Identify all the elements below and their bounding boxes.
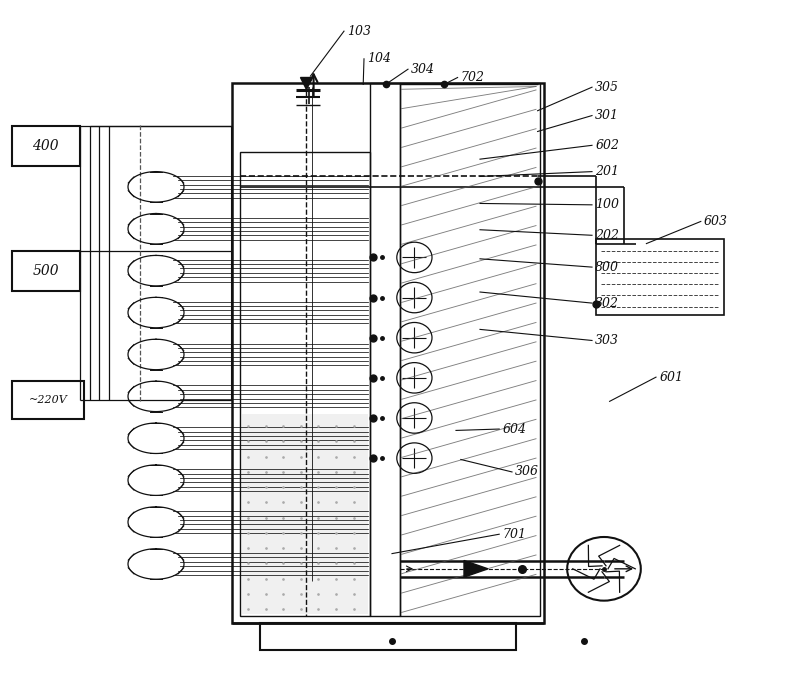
Text: 500: 500 [32,264,59,277]
Bar [370,83,400,616]
Text: 701: 701 [502,528,526,540]
Text: 304: 304 [411,63,435,75]
Bar [242,414,368,614]
Text: 306: 306 [515,466,539,478]
Polygon shape [464,561,488,577]
Text: 702: 702 [461,71,485,84]
Text: 602: 602 [595,139,619,152]
Text: ~220V: ~220V [29,395,67,405]
Text: 400: 400 [32,139,59,153]
Bar [12,381,84,419]
Text: 603: 603 [704,215,728,228]
Bar [260,623,516,650]
Text: 604: 604 [502,423,526,435]
Text: 601: 601 [659,371,683,383]
Text: 301: 301 [595,109,619,122]
Bar [400,83,540,616]
Bar [12,251,80,291]
Text: 104: 104 [367,53,391,65]
Bar [240,152,370,616]
Text: 201: 201 [595,165,619,178]
Text: 800: 800 [595,261,619,273]
Text: 305: 305 [595,81,619,93]
Text: 303: 303 [595,334,619,347]
Text: 103: 103 [347,25,371,37]
Bar [232,83,544,623]
Text: 100: 100 [595,199,619,211]
Bar [596,239,724,315]
Bar [12,126,80,166]
Text: 302: 302 [595,297,619,309]
Text: 202: 202 [595,229,619,242]
